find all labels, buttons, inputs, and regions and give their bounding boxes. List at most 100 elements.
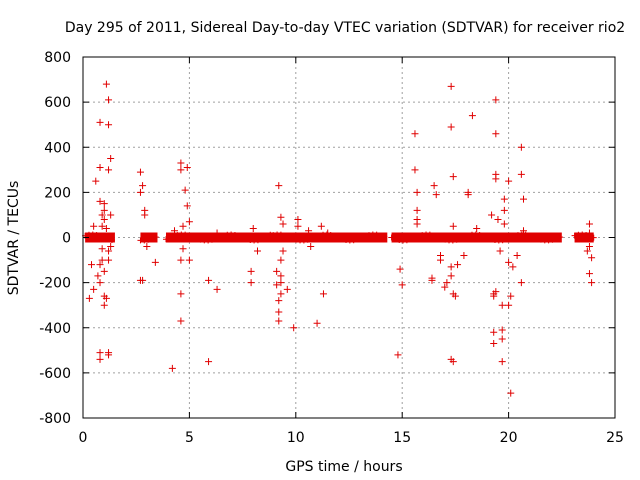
band-point bbox=[503, 236, 510, 243]
data-point bbox=[307, 243, 315, 251]
data-point bbox=[96, 118, 104, 126]
data-point bbox=[473, 224, 481, 232]
data-point bbox=[92, 177, 100, 185]
data-point bbox=[460, 252, 468, 260]
data-point bbox=[96, 355, 104, 363]
band-point bbox=[392, 235, 399, 242]
data-point bbox=[277, 256, 285, 264]
dense-band-segment bbox=[391, 232, 562, 243]
band-point bbox=[426, 231, 433, 238]
band-point bbox=[377, 232, 384, 239]
chart-title: Day 295 of 2011, Sidereal Day-to-day VTE… bbox=[65, 20, 625, 36]
data-point bbox=[500, 206, 508, 214]
data-point bbox=[105, 349, 113, 357]
band-point bbox=[381, 233, 388, 240]
band-point bbox=[312, 234, 319, 241]
data-point bbox=[247, 279, 255, 287]
y-tick-label: -200 bbox=[39, 276, 71, 292]
data-point bbox=[185, 218, 193, 226]
data-point bbox=[213, 229, 221, 237]
data-point bbox=[96, 261, 104, 269]
data-point bbox=[451, 292, 459, 300]
data-point bbox=[107, 243, 115, 251]
data-point bbox=[447, 272, 455, 280]
data-point bbox=[277, 213, 285, 221]
data-point bbox=[505, 177, 513, 185]
band-point bbox=[331, 233, 338, 240]
x-tick-label: 5 bbox=[185, 430, 194, 446]
band-point bbox=[304, 236, 311, 243]
axes: 0 5 10 15 20 25 -800 -600 -400 -200 0 200 400 600 800 bbox=[39, 50, 624, 446]
band-point bbox=[266, 233, 273, 240]
data-point bbox=[105, 121, 113, 129]
data-point bbox=[102, 294, 110, 302]
band-point bbox=[205, 237, 212, 244]
data-point bbox=[168, 364, 176, 372]
band-point bbox=[411, 234, 418, 241]
band-point bbox=[526, 232, 533, 239]
data-point bbox=[464, 191, 472, 199]
data-point bbox=[177, 290, 185, 298]
data-point bbox=[98, 222, 106, 230]
band-point bbox=[293, 236, 300, 243]
data-point bbox=[443, 279, 451, 287]
data-point bbox=[107, 155, 115, 163]
data-point bbox=[179, 245, 187, 253]
data-point bbox=[143, 243, 151, 251]
data-point bbox=[136, 188, 144, 196]
data-point bbox=[177, 256, 185, 264]
band-point bbox=[415, 233, 422, 240]
band-point bbox=[281, 232, 288, 239]
data-point bbox=[585, 220, 593, 228]
band-point bbox=[530, 233, 537, 240]
band-point bbox=[105, 235, 112, 242]
data-point bbox=[319, 290, 327, 298]
band-point bbox=[170, 233, 177, 240]
band-point bbox=[388, 234, 395, 241]
band-point bbox=[442, 236, 449, 243]
data-point bbox=[517, 170, 525, 178]
data-point bbox=[279, 247, 287, 255]
data-point bbox=[177, 166, 185, 174]
data-point bbox=[107, 211, 115, 219]
data-point bbox=[398, 281, 406, 289]
data-point bbox=[449, 222, 457, 230]
band-point bbox=[488, 235, 495, 242]
band-point bbox=[182, 231, 189, 238]
data-point bbox=[583, 247, 591, 255]
band-point bbox=[457, 235, 464, 242]
data-point bbox=[275, 182, 283, 190]
band-point bbox=[358, 234, 365, 241]
band-point bbox=[434, 233, 441, 240]
band-point bbox=[152, 234, 159, 241]
data-point bbox=[505, 258, 513, 266]
band-point bbox=[545, 237, 552, 244]
band-point bbox=[419, 232, 426, 239]
y-tick-label: 400 bbox=[44, 140, 71, 156]
band-point bbox=[285, 233, 292, 240]
band-point bbox=[308, 235, 315, 242]
band-point bbox=[243, 235, 250, 242]
y-tick-label: -800 bbox=[39, 411, 71, 427]
data-point bbox=[447, 123, 455, 131]
data-point bbox=[432, 191, 440, 199]
y-axis-title: SDTVAR / TECUs bbox=[6, 181, 22, 296]
data-point bbox=[413, 206, 421, 214]
data-point bbox=[139, 276, 147, 284]
data-point bbox=[498, 301, 506, 309]
data-point bbox=[90, 285, 98, 293]
data-point bbox=[585, 270, 593, 278]
band-point bbox=[197, 236, 204, 243]
band-point bbox=[174, 232, 181, 239]
y-tick-label: 0 bbox=[62, 231, 71, 247]
data-point bbox=[490, 340, 498, 348]
data-point bbox=[141, 206, 149, 214]
data-point bbox=[96, 349, 104, 357]
band-point bbox=[212, 235, 219, 242]
data-point bbox=[177, 159, 185, 167]
band-point bbox=[97, 233, 104, 240]
band-point bbox=[354, 236, 361, 243]
band-point bbox=[553, 235, 560, 242]
band-point bbox=[590, 234, 597, 241]
